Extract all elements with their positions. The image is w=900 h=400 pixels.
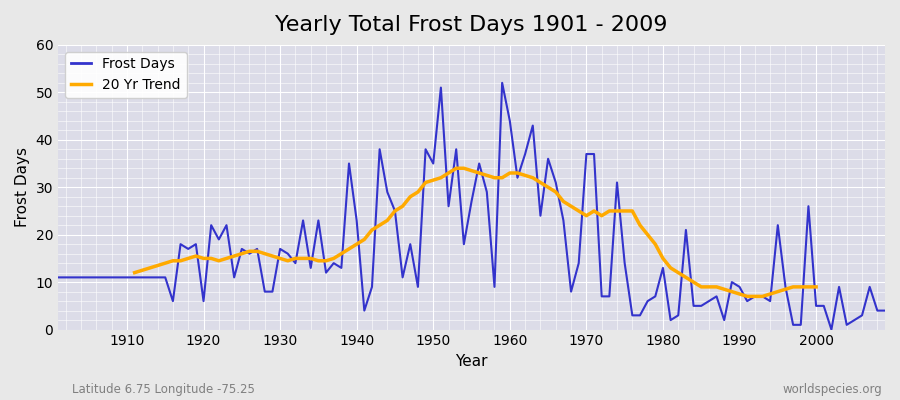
Text: worldspecies.org: worldspecies.org — [782, 383, 882, 396]
20 Yr Trend — [742, 294, 752, 299]
Frost Days — [52, 275, 63, 280]
Line: Frost Days: Frost Days — [58, 83, 885, 330]
Frost Days — [604, 294, 615, 299]
Frost Days — [283, 251, 293, 256]
Title: Yearly Total Frost Days 1901 - 2009: Yearly Total Frost Days 1901 - 2009 — [275, 15, 668, 35]
Y-axis label: Frost Days: Frost Days — [15, 147, 30, 227]
20 Yr Trend — [130, 270, 140, 275]
Text: Latitude 6.75 Longitude -75.25: Latitude 6.75 Longitude -75.25 — [72, 383, 255, 396]
Frost Days — [512, 175, 523, 180]
20 Yr Trend — [811, 284, 822, 289]
Line: 20 Yr Trend: 20 Yr Trend — [135, 168, 816, 296]
20 Yr Trend — [221, 256, 232, 261]
Legend: Frost Days, 20 Yr Trend: Frost Days, 20 Yr Trend — [65, 52, 186, 98]
20 Yr Trend — [719, 287, 730, 292]
Frost Days — [826, 327, 837, 332]
20 Yr Trend — [796, 284, 806, 289]
Frost Days — [114, 275, 125, 280]
Frost Days — [328, 261, 339, 266]
20 Yr Trend — [336, 251, 346, 256]
20 Yr Trend — [704, 284, 715, 289]
Frost Days — [497, 80, 508, 85]
X-axis label: Year: Year — [455, 354, 488, 369]
20 Yr Trend — [612, 208, 623, 213]
Frost Days — [504, 118, 515, 123]
Frost Days — [879, 308, 890, 313]
20 Yr Trend — [451, 166, 462, 171]
